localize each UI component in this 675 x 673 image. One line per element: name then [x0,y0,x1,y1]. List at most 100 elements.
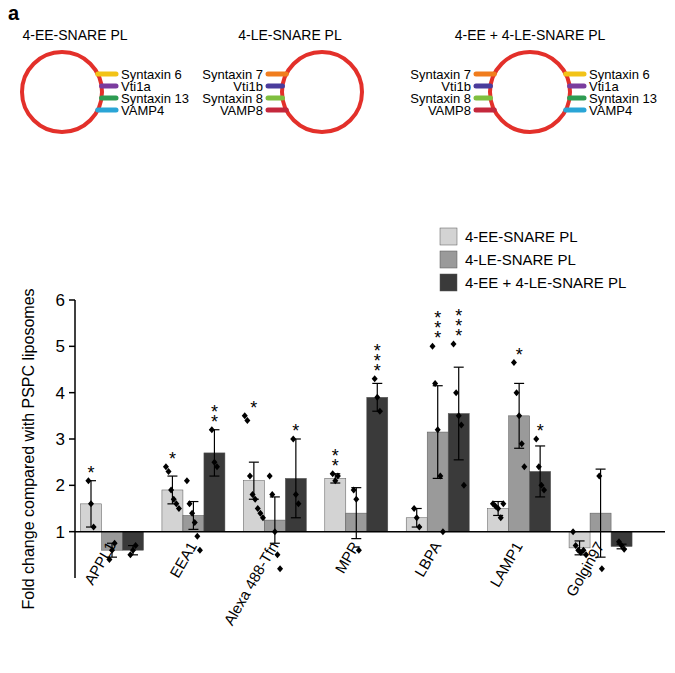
data-point [514,389,520,396]
legend-label: 4-EE + 4-LE-SNARE PL [465,274,626,291]
y-tick [69,531,75,533]
data-point [88,500,94,507]
data-point [377,408,383,415]
snare [268,72,286,77]
data-point [374,394,380,401]
error-cap [291,517,301,518]
error-line [274,497,275,543]
star: * [455,326,462,346]
significance: * [537,421,544,441]
bar [367,397,388,531]
y-tick-label: 1 [56,523,65,542]
error-cap [249,462,259,463]
star: * [250,398,257,418]
x-tick-label: EEA1 [166,539,200,581]
data-point [260,514,266,521]
x-tick-label: LAMP1 [486,539,525,590]
error-cap [575,540,585,541]
significance: * [169,449,176,469]
data-point [166,468,172,475]
data-point [596,473,602,480]
data-point [621,546,627,553]
error-cap [209,475,219,476]
significance: ** [332,446,339,476]
y-tick-label: 4 [56,384,65,403]
error-cap [514,448,524,449]
snare [98,108,116,113]
star: * [332,456,339,476]
snare [476,108,494,113]
data-point [536,463,542,470]
data-point [194,533,200,540]
legend-swatch [440,274,457,291]
snare-label: VAMP8 [220,103,263,118]
error-cap [535,445,545,446]
snare [98,72,116,77]
liposome-group: 4-EE + 4-LE-SNARE PLSyntaxin 7Vti1bSynta… [410,27,657,132]
data-point [414,514,420,521]
data-point [411,505,417,512]
error-cap [596,469,606,470]
error-cap [372,383,382,384]
snare [476,84,490,89]
y-tick-label: 3 [56,430,65,449]
snare [570,84,584,89]
snare [476,72,494,77]
data-point [432,380,438,387]
y-axis-label: Fold change compared with PSPC liposomes [20,288,37,609]
data-point [176,505,182,512]
error-cap [167,475,177,476]
error-bar [514,383,524,448]
error-bar [209,430,219,476]
liposome-title: 4-EE-SNARE PL [22,27,127,43]
error-bar [372,383,382,411]
star: * [87,463,94,483]
data-point [498,514,504,521]
star: * [211,412,218,432]
y-tick [69,438,75,440]
star: * [374,361,381,381]
data-point [416,524,422,531]
error-bar [167,476,177,504]
snare [268,108,286,113]
panel-label: a [8,2,20,24]
snare [268,96,282,101]
star: * [537,421,544,441]
snare-label: VAMP4 [121,103,164,118]
data-point [133,542,139,549]
data-point [495,505,501,512]
data-point [353,496,359,503]
data-point [437,473,443,480]
legend: 4-EE-SNARE PL4-LE-SNARE PL4-EE + 4-LE-SN… [440,228,626,291]
liposome-title: 4-LE-SNARE PL [238,27,342,43]
data-point [189,510,195,517]
data-point [500,500,506,507]
x-tick-label: MPR [331,539,362,577]
x-axis [75,531,665,533]
data-point [277,565,283,572]
liposome-group: 4-LE-SNARE PLSyntaxin 7Vti1bSyntaxin 8VA… [202,27,362,132]
data-point [214,463,220,470]
error-bar [270,497,280,543]
data-point [295,500,301,507]
snare [570,96,584,101]
star: * [292,421,299,441]
significance: * [87,463,94,483]
liposome [22,52,102,132]
star: * [516,345,523,365]
figure: a4-EE-SNARE PLSyntaxin 6Vti1aSyntaxin 13… [0,0,675,673]
error-bar [249,462,259,499]
x-tick-label: Golgin97 [562,539,607,600]
data-point [351,486,357,493]
data-point [91,524,97,531]
data-point [247,473,253,480]
snare-label: VAMP8 [428,103,471,118]
data-point [269,491,275,498]
significance: *** [374,341,381,381]
liposome [282,52,362,132]
data-point [293,491,299,498]
significance: ** [211,402,218,432]
snare [566,108,584,113]
snare-label: VAMP4 [589,103,632,118]
data-point [458,422,464,429]
